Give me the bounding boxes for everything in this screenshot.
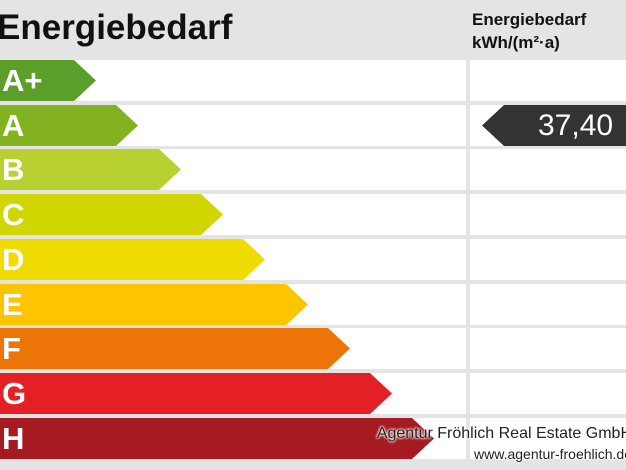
value-cell <box>470 284 626 325</box>
energy-class-bar: A <box>0 105 138 146</box>
energy-class-bar: A+ <box>0 60 96 101</box>
energy-class-label: D <box>2 242 25 277</box>
energy-class-bar: H <box>0 418 434 459</box>
energy-class-bar: E <box>0 284 308 325</box>
value-cell <box>470 60 626 101</box>
value-cell <box>470 194 626 235</box>
energy-class-bar: G <box>0 373 392 414</box>
current-value: 37,40 <box>538 109 614 142</box>
page-title: Energiebedarf <box>0 8 233 47</box>
column-header-title: Energiebedarf <box>472 10 587 29</box>
current-value-marker: 37,40 <box>482 105 626 146</box>
energy-class-label: A <box>2 108 25 143</box>
value-cell <box>470 328 626 369</box>
energy-class-bar: B <box>0 149 181 190</box>
energy-class-bar: F <box>0 328 350 369</box>
column-header: Energiebedarf kWh/(m²·a) <box>472 8 586 54</box>
energy-class-label: B <box>2 152 25 187</box>
column-header-unit: kWh/(m²·a) <box>472 33 560 52</box>
energy-class-label: H <box>2 421 25 456</box>
energy-class-bar: D <box>0 239 265 280</box>
value-cell <box>470 373 626 414</box>
energy-class-bar: C <box>0 194 223 235</box>
energy-class-label: C <box>2 197 25 232</box>
company-name: Agentur Fröhlich Real Estate GmbH <box>376 425 626 442</box>
value-cell <box>470 239 626 280</box>
company-website: www.agentur-froehlich.de <box>474 446 626 462</box>
watermark: Agentur Fröhlich Real Estate GmbH www.ag… <box>377 424 626 464</box>
energy-class-label: G <box>2 376 27 411</box>
energy-class-label: A+ <box>2 63 43 98</box>
energy-class-label: F <box>2 331 21 366</box>
energy-class-label: E <box>2 287 23 322</box>
value-cell <box>470 418 626 459</box>
value-cell <box>470 149 626 190</box>
